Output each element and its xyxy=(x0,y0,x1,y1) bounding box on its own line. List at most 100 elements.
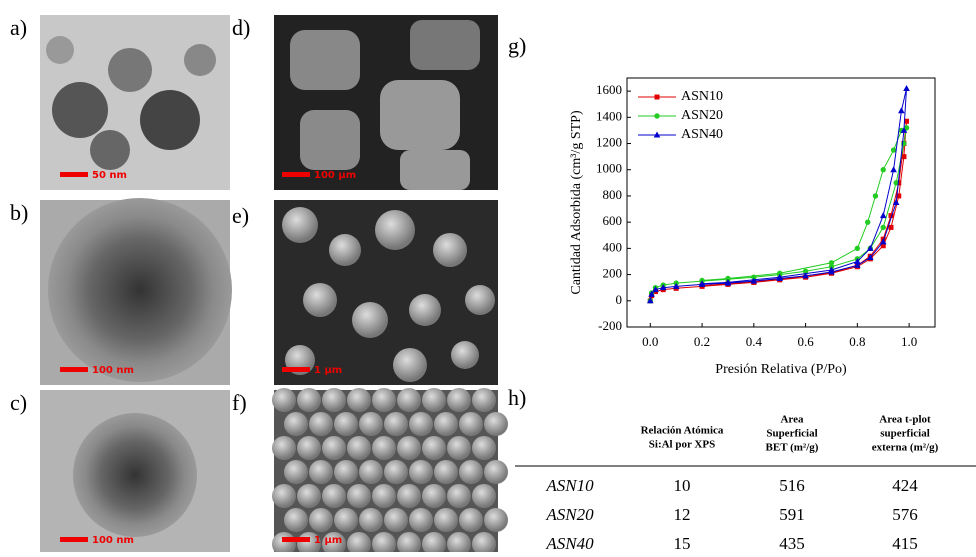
figure: a)50 nmb)100 nmc)100 nmd)100 µme)1 µmf)1… xyxy=(0,0,976,552)
sphere xyxy=(309,412,333,436)
sphere xyxy=(347,388,371,412)
cell: 435 xyxy=(779,534,805,552)
scale-bar xyxy=(60,367,88,372)
sphere xyxy=(347,484,371,508)
micrograph-a xyxy=(40,15,230,190)
sphere xyxy=(347,436,371,460)
sphere xyxy=(434,460,458,484)
column-header: superficial xyxy=(880,428,930,440)
sphere xyxy=(447,484,471,508)
column-header: externa (m²/g) xyxy=(872,442,939,454)
y-tick-label: 400 xyxy=(603,239,623,254)
sphere xyxy=(272,388,296,412)
marker xyxy=(829,260,834,265)
sphere xyxy=(334,508,358,532)
y-axis-label: Cantidad Adsorbida (cm³/g STP) xyxy=(569,110,584,295)
column-header: Area t-plot xyxy=(879,414,931,426)
y-tick-label: 200 xyxy=(603,266,623,281)
sphere xyxy=(484,508,508,532)
sphere xyxy=(334,412,358,436)
micrograph-f xyxy=(272,388,508,552)
sphere xyxy=(384,460,408,484)
marker xyxy=(890,166,897,172)
scale-label: 100 µm xyxy=(314,170,356,181)
panel-label: g) xyxy=(508,33,526,58)
y-tick-label: 1000 xyxy=(596,161,622,176)
micrograph-c xyxy=(40,390,230,552)
legend-marker xyxy=(655,95,660,100)
cell: 15 xyxy=(674,534,691,552)
sphere xyxy=(434,508,458,532)
y-tick-label: -200 xyxy=(598,318,622,333)
sphere xyxy=(409,412,433,436)
column-header: Si:Al por XPS xyxy=(649,439,715,451)
micrograph-d xyxy=(274,15,498,190)
sphere xyxy=(472,436,496,460)
x-tick-label: 0.8 xyxy=(849,334,865,349)
x-axis-label: Presión Relativa (P/Po) xyxy=(715,362,847,377)
marker xyxy=(898,107,905,113)
sphere xyxy=(459,508,483,532)
sphere xyxy=(459,412,483,436)
sphere xyxy=(472,388,496,412)
sphere xyxy=(322,436,346,460)
cell: 424 xyxy=(892,476,918,495)
scale-bar xyxy=(282,367,310,372)
sphere xyxy=(359,412,383,436)
marker xyxy=(880,212,887,218)
cell: 516 xyxy=(779,476,805,495)
panel-label: h) xyxy=(508,385,526,410)
sphere xyxy=(384,508,408,532)
cell: 415 xyxy=(892,534,918,552)
micrograph-b xyxy=(40,198,232,385)
sphere xyxy=(422,484,446,508)
sphere xyxy=(422,436,446,460)
sphere xyxy=(372,436,396,460)
marker xyxy=(881,225,886,230)
marker xyxy=(901,154,906,159)
plot-frame xyxy=(627,78,935,327)
panel-label: d) xyxy=(232,15,250,40)
column-header: BET (m²/g) xyxy=(766,442,819,454)
x-tick-label: 0.2 xyxy=(694,334,710,349)
sphere xyxy=(284,460,308,484)
sphere xyxy=(397,484,421,508)
panel-label: a) xyxy=(10,15,27,40)
row-label: ASN10 xyxy=(545,476,594,495)
panel-label: c) xyxy=(10,390,27,415)
x-tick-label: 1.0 xyxy=(901,334,917,349)
sphere xyxy=(297,436,321,460)
scale-bar xyxy=(282,537,310,542)
sphere xyxy=(459,460,483,484)
marker xyxy=(873,193,878,198)
cell: 12 xyxy=(674,505,691,524)
y-tick-label: 0 xyxy=(616,292,623,307)
sphere xyxy=(397,436,421,460)
panel-label: f) xyxy=(232,390,247,415)
panel-label: e) xyxy=(232,203,249,228)
column-header: Relación Atómica xyxy=(641,425,724,437)
scale-label: 50 nm xyxy=(92,170,127,181)
sphere xyxy=(272,436,296,460)
legend-label: ASN40 xyxy=(681,127,723,142)
sphere xyxy=(334,460,358,484)
sphere xyxy=(447,388,471,412)
y-tick-label: 1400 xyxy=(596,108,622,123)
sphere xyxy=(422,388,446,412)
sphere xyxy=(434,412,458,436)
scale-bar xyxy=(282,172,310,177)
sphere xyxy=(484,412,508,436)
scale-bar xyxy=(60,172,88,177)
sphere xyxy=(472,484,496,508)
scale-label: 100 nm xyxy=(92,535,134,546)
sphere xyxy=(409,460,433,484)
y-tick-label: 800 xyxy=(603,187,623,202)
sphere xyxy=(272,484,296,508)
legend-label: ASN20 xyxy=(681,108,723,123)
cell: 576 xyxy=(892,505,918,524)
marker xyxy=(903,85,910,91)
sphere xyxy=(409,508,433,532)
sphere xyxy=(284,412,308,436)
sphere xyxy=(359,508,383,532)
sphere xyxy=(297,388,321,412)
